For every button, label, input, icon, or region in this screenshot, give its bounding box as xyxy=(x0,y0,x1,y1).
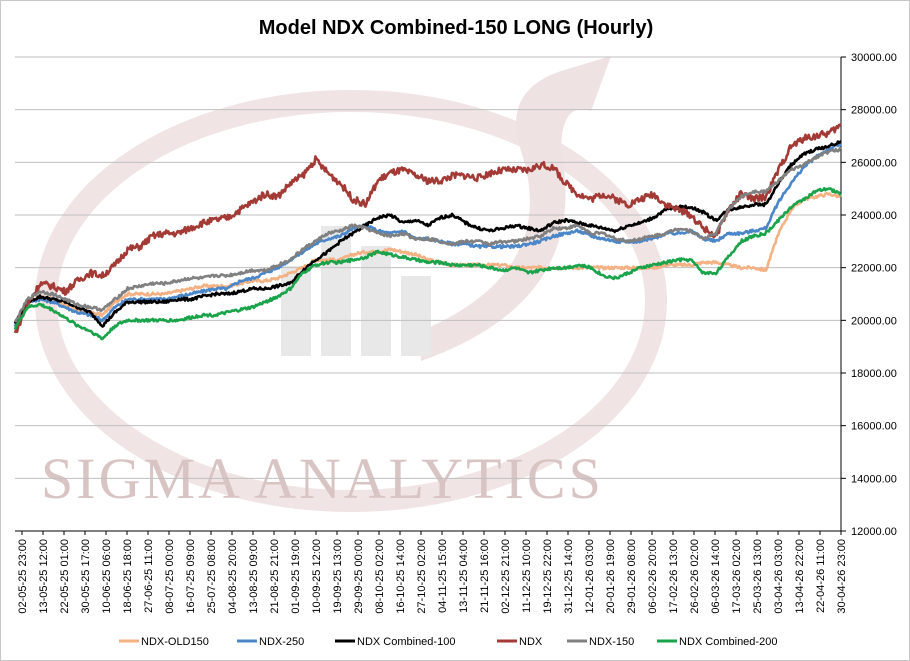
legend-label: NDX xyxy=(519,636,543,648)
x-tick-label: 26-02-26 02:00 xyxy=(689,539,701,614)
x-tick-label: 19-12-25 22:00 xyxy=(542,539,554,614)
x-tick-label: 16-10-25 14:00 xyxy=(395,539,407,614)
x-tick-label: 17-03-26 02:00 xyxy=(731,539,743,614)
legend-label: NDX Combined-200 xyxy=(679,636,777,648)
x-tick-label: 13-08-25 09:00 xyxy=(248,539,260,614)
x-tick-label: 18-06-25 18:00 xyxy=(122,539,134,614)
x-tick-label: 27-10-25 02:00 xyxy=(416,539,428,614)
y-tick-label: 18000.00 xyxy=(851,368,897,380)
y-tick-label: 12000.00 xyxy=(851,526,897,538)
x-tick-label: 01-09-25 19:00 xyxy=(290,539,302,614)
y-tick-label: 14000.00 xyxy=(851,473,897,485)
x-tick-label: 03-04-26 03:00 xyxy=(773,539,785,614)
y-tick-label: 22000.00 xyxy=(851,263,897,275)
series-line-ndx-combined-200 xyxy=(13,186,842,341)
legend-label: NDX-250 xyxy=(259,636,304,648)
y-tick-label: 30000.00 xyxy=(851,52,897,64)
x-tick-label: 08-10-25 02:00 xyxy=(374,539,386,614)
x-tick-label: 06-03-26 14:00 xyxy=(710,539,722,614)
legend: NDX-OLD150 NDX-250 NDX Combined-100 NDX NDX-… xyxy=(119,636,777,648)
x-tick-label: 25-07-25 08:00 xyxy=(206,539,218,614)
x-tick-label: 02-12-25 21:00 xyxy=(500,539,512,614)
x-tick-label: 30-05-25 17:00 xyxy=(80,539,92,614)
x-tick-label: 16-07-25 09:00 xyxy=(185,539,197,614)
legend-label: NDX-OLD150 xyxy=(141,636,209,648)
x-tick-label: 22-04-26 11:00 xyxy=(815,539,827,613)
x-tick-label: 25-03-26 13:00 xyxy=(752,539,764,614)
x-tick-label: 13-04-26 22:00 xyxy=(794,539,806,614)
y-axis: 12000.00 14000.00 16000.00 18000.00 20000.00… xyxy=(840,52,897,538)
x-tick-label: 22-05-25 01:00 xyxy=(59,539,71,614)
x-tick-label: 13-05-25 12:00 xyxy=(38,539,50,614)
x-tick-label: 30-04-26 23:00 xyxy=(836,539,848,614)
x-tick-label: 20-01-26 19:00 xyxy=(605,539,617,614)
x-tick-label: 04-08-25 20:00 xyxy=(227,539,239,614)
series-line-ndx xyxy=(13,123,842,334)
x-tick-label: 19-09-25 13:00 xyxy=(332,539,344,614)
series-line-ndx-150 xyxy=(14,146,842,323)
sigma-analytics-watermark: SIGMA ANALYTICS xyxy=(35,56,667,512)
x-axis: 02-05-25 23:00 13-05-25 12:00 22-05-25 01:… xyxy=(15,530,848,614)
x-tick-label: 02-05-25 23:00 xyxy=(17,539,29,614)
y-tick-label: 20000.00 xyxy=(851,315,897,327)
x-tick-label: 08-07-25 00:00 xyxy=(164,539,176,614)
x-tick-label: 11-12-25 10:00 xyxy=(521,539,533,613)
legend-label: NDX Combined-100 xyxy=(357,636,455,648)
x-tick-label: 10-09-25 12:00 xyxy=(311,539,323,614)
x-tick-label: 12-01-26 03:00 xyxy=(584,539,596,614)
x-tick-label: 27-06-25 11:00 xyxy=(143,539,155,613)
series-line-ndx-combined-100 xyxy=(13,140,842,328)
y-tick-label: 24000.00 xyxy=(851,210,897,222)
series-layer xyxy=(13,123,843,341)
x-tick-label: 29-09-25 00:00 xyxy=(353,539,365,614)
legend-label: NDX-150 xyxy=(589,636,634,648)
x-tick-label: 21-08-25 21:00 xyxy=(269,539,281,614)
y-tick-label: 16000.00 xyxy=(851,421,897,433)
x-tick-label: 21-11-25 16:00 xyxy=(479,539,491,613)
x-tick-label: 13-11-25 04:00 xyxy=(458,539,470,613)
x-tick-label: 10-06-25 06:00 xyxy=(101,539,113,614)
x-tick-label: 17-02-26 13:00 xyxy=(668,539,680,614)
x-tick-label: 31-12-25 14:00 xyxy=(563,539,575,614)
x-tick-label: 29-01-26 08:00 xyxy=(626,539,638,614)
chart-title: Model NDX Combined-150 LONG (Hourly) xyxy=(259,17,653,39)
x-tick-label: 04-11-25 15:00 xyxy=(437,539,449,613)
series-line-ndx-old150 xyxy=(13,192,843,323)
y-tick-label: 28000.00 xyxy=(851,105,897,117)
x-tick-label: 06-02-26 20:00 xyxy=(647,539,659,614)
y-tick-label: 26000.00 xyxy=(851,157,897,169)
